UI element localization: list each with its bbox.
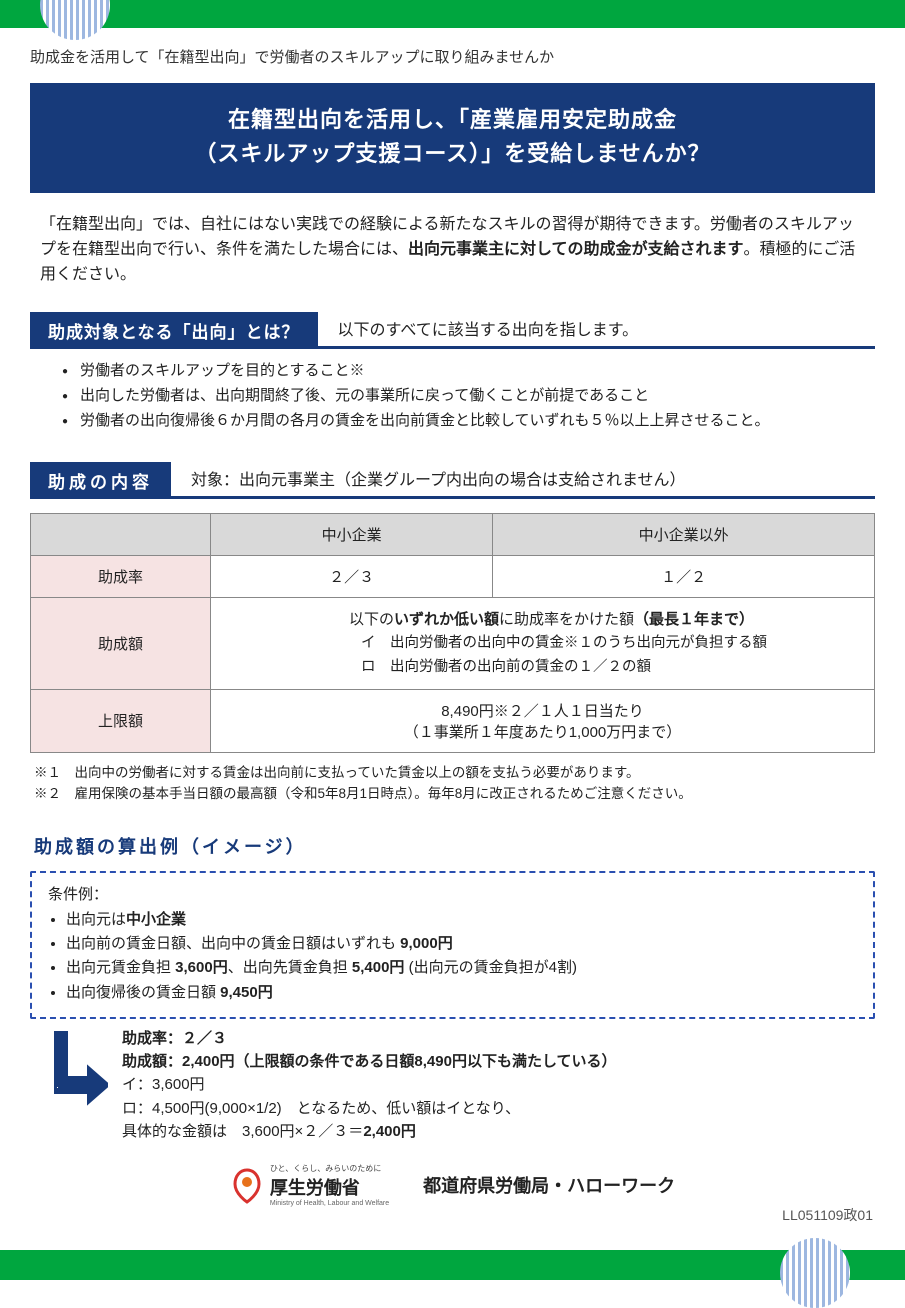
section-2-side-text: 対象：出向元事業主（企業グループ内出向の場合は支給されません）	[171, 462, 875, 499]
section-1-header: 助成対象となる「出向」とは？ 以下のすべてに該当する出向を指します。	[30, 312, 875, 349]
table-header-row: 中小企業 中小企業以外	[31, 514, 875, 556]
table-header-empty	[31, 514, 211, 556]
footer-agency-label: 都道府県労働局・ハローワーク	[423, 1172, 675, 1198]
cell-rate-other: １／２	[493, 556, 875, 598]
page-content: 助成金を活用して「在籍型出向」で労働者のスキルアップに取り組みませんか 在籍型出…	[0, 28, 905, 1217]
bottom-decorative-circle	[780, 1238, 850, 1308]
intro-text: 助成金を活用して「在籍型出向」で労働者のスキルアップに取り組みませんか	[30, 46, 875, 67]
calc-conditions-list: 出向元は中小企業 出向前の賃金日額、出向中の賃金日額はいずれも 9,000円 出…	[66, 908, 857, 1004]
section-2-header: 助成の内容 対象：出向元事業主（企業グループ内出向の場合は支給されません）	[30, 462, 875, 499]
result-line-i: イ：3,600円	[122, 1073, 617, 1096]
table-row-cap: 上限額 8,490円※２／１人１日当たり （１事業所１年度あたり1,000万円ま…	[31, 689, 875, 752]
section-1-side-text: 以下のすべてに該当する出向を指します。	[318, 312, 876, 349]
footnote-1: ※１ 出向中の労働者に対する賃金は出向前に支払っていた賃金以上の額を支払う必要が…	[34, 763, 871, 784]
description-paragraph: 「在籍型出向」では、自社にはない実践での経験による新たなスキルの習得が期待できま…	[40, 213, 865, 287]
calculation-example-box: 条件例： 出向元は中小企業 出向前の賃金日額、出向中の賃金日額はいずれも 9,0…	[30, 871, 875, 1019]
subsidy-table: 中小企業 中小企業以外 助成率 ２／３ １／２ 助成額 以下のいずれか低い額に助…	[30, 513, 875, 752]
cell-rate-sme: ２／３	[211, 556, 493, 598]
hero-banner: 在籍型出向を活用し、「産業雇用安定助成金 （スキルアップ支援コース）」を受給しま…	[30, 83, 875, 193]
mhlw-name: 厚生労働省	[270, 1174, 389, 1200]
mhlw-logo-icon	[230, 1166, 264, 1204]
result-line-ro: ロ：4,500円(9,000×1/2) となるため、低い額はイとなり、	[122, 1097, 617, 1120]
calculation-result-block: 助成率：２／３ 助成額：2,400円（上限額の条件である日額8,490円以下も満…	[54, 1027, 875, 1143]
cell-cap-merged: 8,490円※２／１人１日当たり （１事業所１年度あたり1,000万円まで）	[211, 689, 875, 752]
table-row-amount: 助成額 以下のいずれか低い額に助成率をかけた額（最長１年まで） イ 出向労働者の…	[31, 598, 875, 689]
calculation-title: 助成額の算出例（イメージ）	[34, 833, 871, 859]
footnote-2: ※２ 雇用保険の基本手当日額の最高額（令和5年8月1日時点）。毎年8月に改正され…	[34, 784, 871, 805]
result-amount: 助成額：2,400円（上限額の条件である日額8,490円以下も満たしている）	[122, 1050, 617, 1073]
top-green-bar	[0, 0, 905, 28]
table-header-other: 中小企業以外	[493, 514, 875, 556]
mhlw-logo: ひと、くらし、みらいのために 厚生労働省 Ministry of Health,…	[230, 1163, 389, 1207]
calc-item: 出向復帰後の賃金日額 9,450円	[66, 981, 857, 1004]
result-calc-line: 具体的な金額は 3,600円×２／３＝2,400円	[122, 1120, 617, 1143]
footer-row: ひと、くらし、みらいのために 厚生労働省 Ministry of Health,…	[30, 1163, 875, 1207]
table-row-rate: 助成率 ２／３ １／２	[31, 556, 875, 598]
hero-line-1: 在籍型出向を活用し、「産業雇用安定助成金	[46, 103, 859, 137]
mhlw-name-en: Ministry of Health, Labour and Welfare	[270, 1200, 389, 1207]
section-1-tag: 助成対象となる「出向」とは？	[30, 312, 318, 349]
calc-conditions-label: 条件例：	[48, 883, 857, 906]
calculation-result: 助成率：２／３ 助成額：2,400円（上限額の条件である日額8,490円以下も満…	[122, 1027, 617, 1143]
bullet-item: 労働者の出向復帰後６か月間の各月の賃金を出向前賃金と比較していずれも５％以上上昇…	[62, 409, 865, 432]
document-id: LL051109政01	[782, 1205, 873, 1225]
bottom-green-bar	[0, 1250, 905, 1280]
table-header-sme: 中小企業	[211, 514, 493, 556]
down-right-arrow-icon	[54, 1031, 108, 1107]
hero-line-2: （スキルアップ支援コース）」を受給しませんか？	[46, 137, 859, 171]
calc-item: 出向元は中小企業	[66, 908, 857, 931]
bullet-item: 労働者のスキルアップを目的とすること※	[62, 359, 865, 382]
calc-item: 出向元賃金負担 3,600円、出向先賃金負担 5,400円 (出向元の賃金負担が…	[66, 956, 857, 979]
calc-item: 出向前の賃金日額、出向中の賃金日額はいずれも 9,000円	[66, 932, 857, 955]
result-rate: 助成率：２／３	[122, 1027, 617, 1050]
eligibility-bullets: 労働者のスキルアップを目的とすること※ 出向した労働者は、出向期間終了後、元の事…	[62, 359, 865, 433]
cell-amount-merged: 以下のいずれか低い額に助成率をかけた額（最長１年まで） イ 出向労働者の出向中の…	[211, 598, 875, 689]
row-label-amount: 助成額	[31, 598, 211, 689]
mhlw-tagline: ひと、くらし、みらいのために	[270, 1163, 389, 1174]
bullet-item: 出向した労働者は、出向期間終了後、元の事業所に戻って働くことが前提であること	[62, 384, 865, 407]
table-footnotes: ※１ 出向中の労働者に対する賃金は出向前に支払っていた賃金以上の額を支払う必要が…	[34, 763, 871, 805]
row-label-cap: 上限額	[31, 689, 211, 752]
row-label-rate: 助成率	[31, 556, 211, 598]
section-2-tag: 助成の内容	[30, 462, 171, 499]
